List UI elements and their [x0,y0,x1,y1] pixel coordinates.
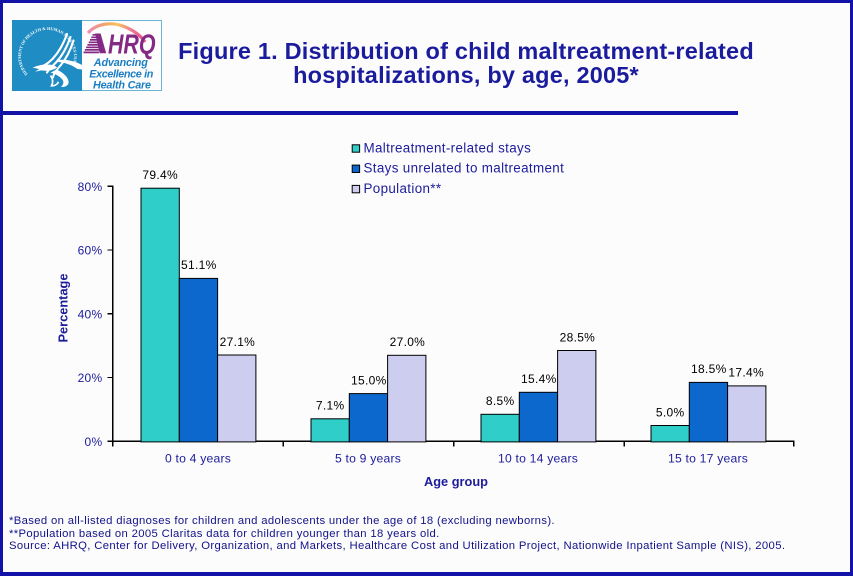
svg-text:Population**: Population** [364,181,442,196]
svg-text:Advancing: Advancing [93,57,148,69]
svg-text:18.5%: 18.5% [691,362,727,376]
svg-text:Health Care: Health Care [93,80,151,92]
svg-text:17.4%: 17.4% [728,366,764,380]
svg-text:Age group: Age group [424,474,488,489]
svg-text:0 to 4 years: 0 to 4 years [165,452,231,466]
svg-text:Excellence in: Excellence in [89,69,153,81]
svg-text:8.5%: 8.5% [486,394,515,408]
svg-text:5.0%: 5.0% [656,405,685,419]
svg-text:27.1%: 27.1% [220,335,256,349]
svg-text:60%: 60% [78,244,103,258]
svg-text:27.0%: 27.0% [390,335,426,349]
svg-text:15 to 17 years: 15 to 17 years [668,452,748,466]
svg-text:0%: 0% [85,435,103,449]
svg-text:Percentage: Percentage [56,274,71,343]
svg-text:28.5%: 28.5% [560,330,596,344]
svg-text:80%: 80% [78,180,103,194]
svg-text:51.1%: 51.1% [181,258,217,272]
svg-text:Stays unrelated to maltreatmen: Stays unrelated to maltreatment [364,161,565,176]
svg-text:40%: 40% [78,307,103,321]
svg-text:5 to 9 years: 5 to 9 years [335,452,401,466]
svg-text:15.0%: 15.0% [351,373,387,387]
svg-text:15.4%: 15.4% [521,372,557,386]
svg-text:7.1%: 7.1% [316,399,345,413]
svg-text:79.4%: 79.4% [142,168,178,182]
svg-text:10 to 14 years: 10 to 14 years [498,452,578,466]
svg-text:20%: 20% [78,371,103,385]
svg-text:HRQ: HRQ [108,28,156,59]
svg-text:Maltreatment-related stays: Maltreatment-related stays [364,140,532,155]
